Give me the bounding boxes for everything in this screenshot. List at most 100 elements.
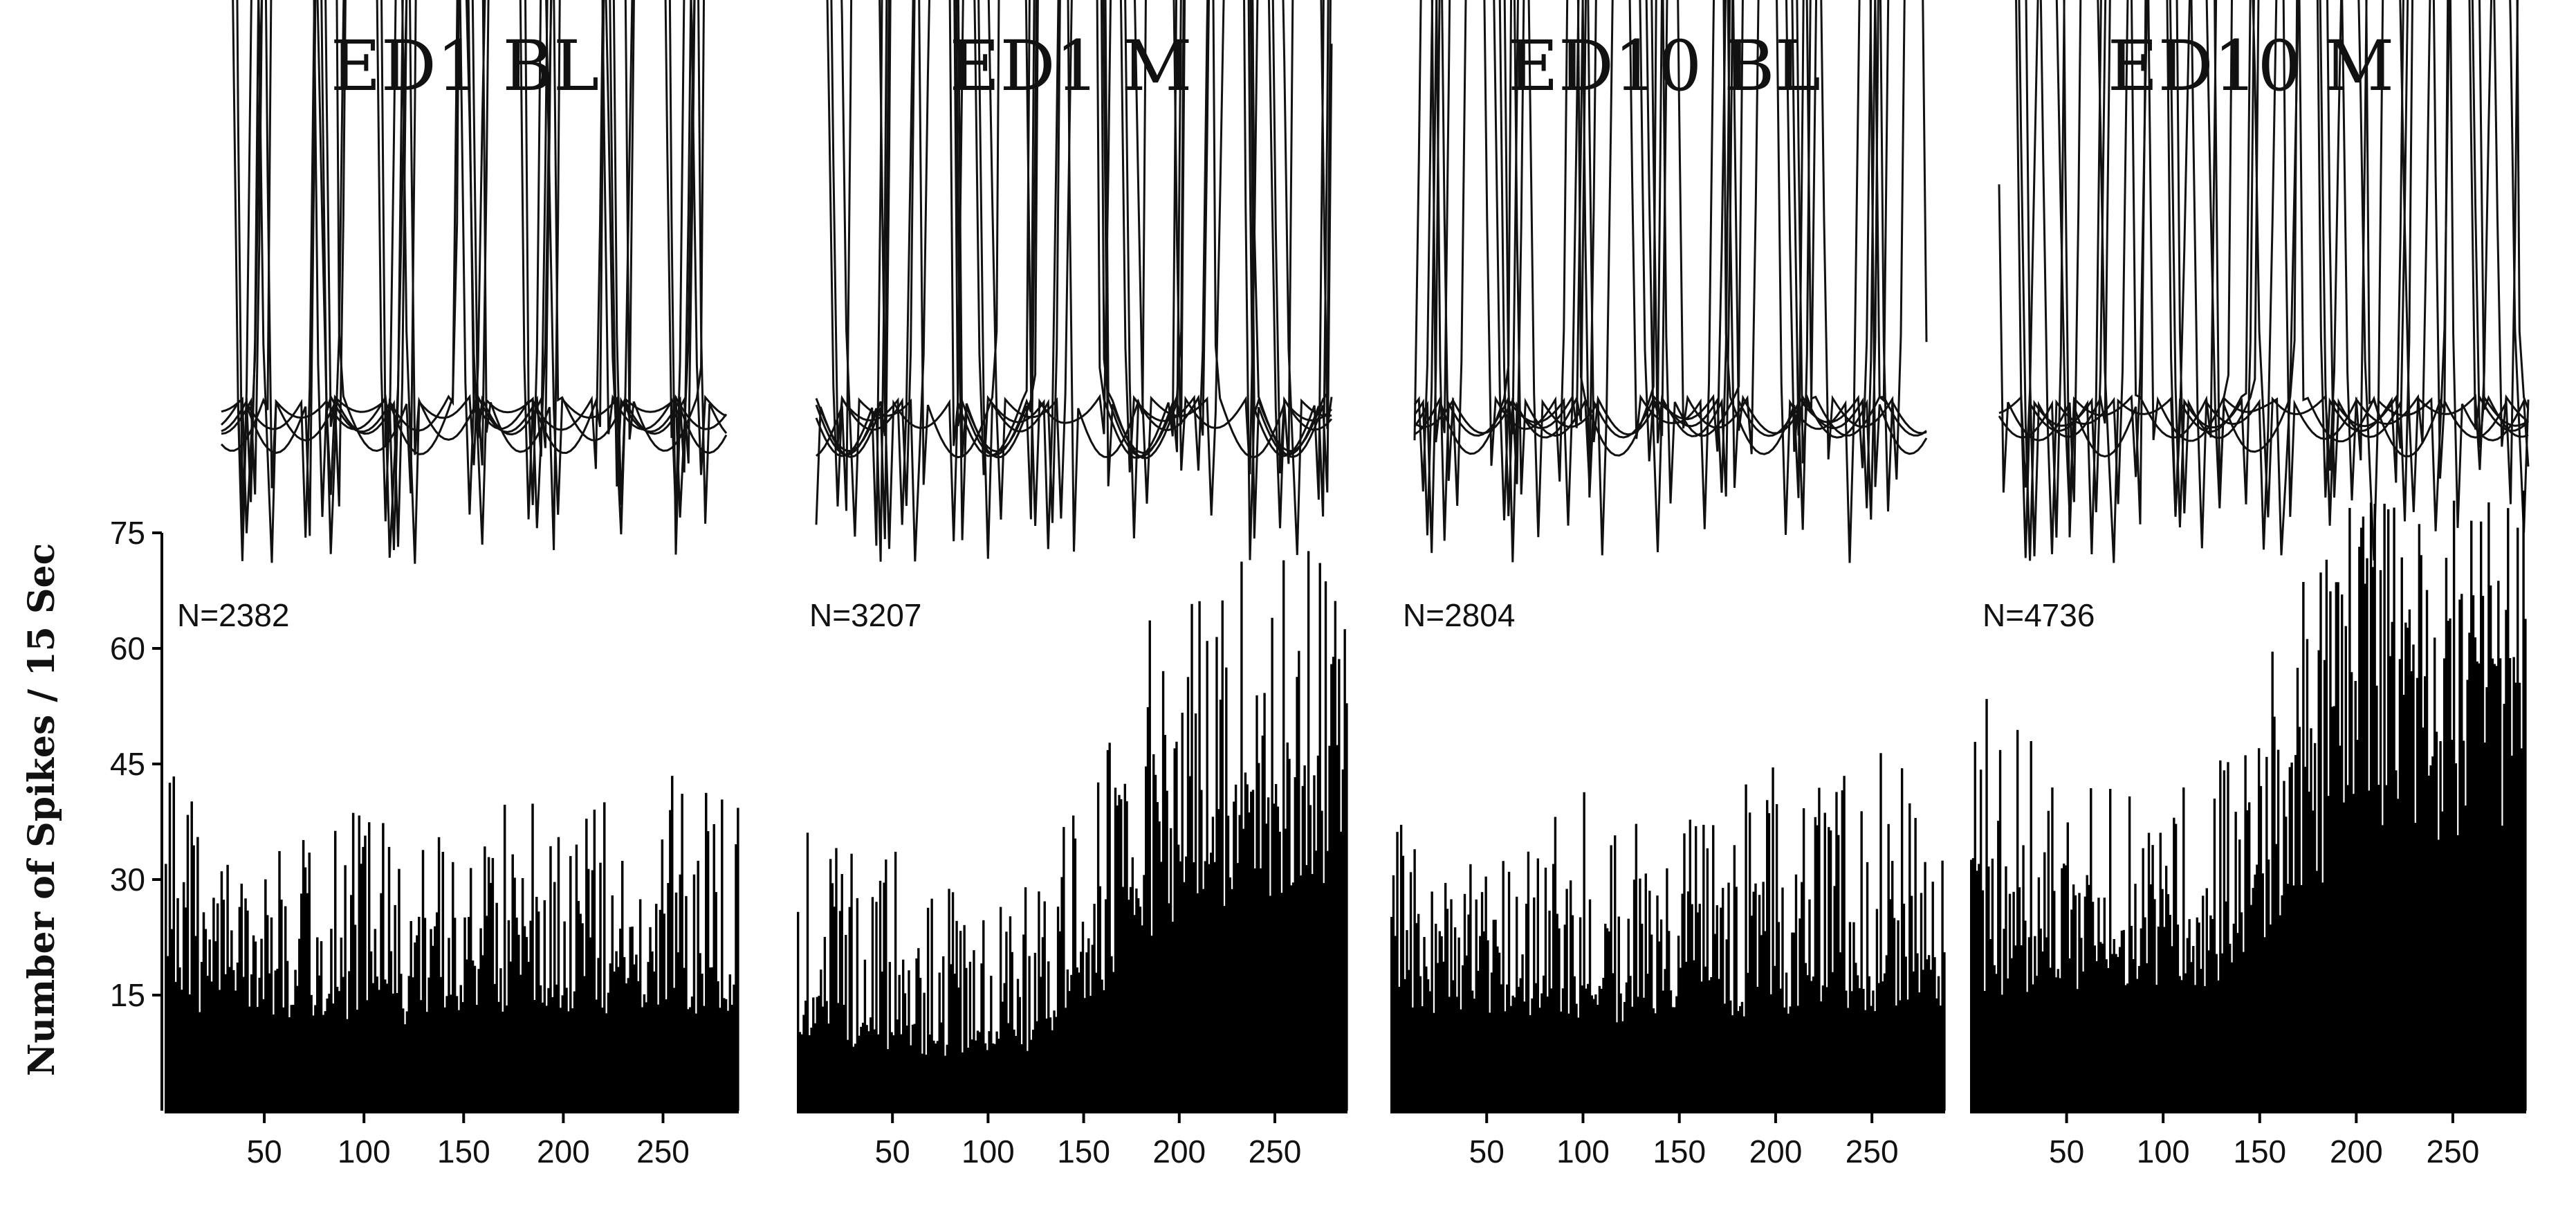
histogram-bar (419, 1000, 423, 1111)
histogram-bar (2350, 672, 2353, 1111)
histogram-bar (886, 1049, 890, 1111)
histogram-bar (1455, 996, 1459, 1111)
histogram-bar (1639, 878, 1641, 1111)
histogram-bar (1979, 770, 1982, 1111)
histogram-bar (1269, 895, 1272, 1111)
histogram-bar (1852, 922, 1855, 1111)
histogram-bar (2313, 743, 2317, 1111)
histogram-bar (2132, 959, 2135, 1111)
histogram-bar (1686, 891, 1690, 1111)
histogram-bar (412, 977, 414, 1111)
histogram-bar (1085, 952, 1088, 1111)
histogram-bar (1517, 987, 1520, 1111)
histogram-bar (2474, 637, 2477, 1111)
histogram-bar (1496, 946, 1499, 1111)
histogram-bar (338, 991, 341, 1111)
histogram-bar (2054, 977, 2058, 1111)
histogram-bar (1226, 815, 1230, 1111)
histogram-bar (1772, 767, 1774, 1111)
histogram-bar (2489, 585, 2492, 1111)
histogram-bar (2458, 599, 2461, 1111)
histogram-bar (1041, 937, 1045, 1111)
histogram-bar (1848, 922, 1852, 1111)
histogram-bar (1473, 999, 1476, 1111)
histogram-bar (724, 999, 728, 1111)
histogram-bar (333, 830, 337, 1111)
histogram-bar (1727, 882, 1730, 1111)
histogram-bar (306, 893, 309, 1111)
histogram-bar (1316, 755, 1320, 1111)
histogram-bar (2153, 899, 2156, 1111)
histogram-bar (1318, 563, 1321, 1111)
histogram-bar (326, 999, 329, 1111)
histogram-bar (671, 776, 674, 1111)
histogram-bar (848, 907, 851, 1111)
histogram-bar (2418, 524, 2421, 1111)
histogram-bar (902, 959, 905, 1111)
histogram-bar (1806, 975, 1809, 1111)
histogram-bar (445, 996, 448, 1111)
histogram-bar (376, 976, 378, 1111)
histogram-bar (479, 928, 482, 1111)
histogram-bar (2439, 741, 2442, 1111)
histogram-bar (190, 801, 193, 1111)
histogram-bar (1154, 774, 1157, 1111)
histogram-bar (1417, 913, 1420, 1111)
histogram-bar (342, 976, 344, 1111)
histogram-bar (935, 1043, 937, 1111)
histogram-bar (919, 978, 922, 1111)
histogram-bar (1276, 806, 1280, 1111)
histogram-bar (1274, 784, 1278, 1111)
histogram-bar (2503, 704, 2505, 1111)
histogram-bar (1554, 817, 1557, 1111)
histogram-bar (1677, 936, 1680, 1111)
histogram-bar (216, 903, 219, 1111)
histogram-bar (1323, 883, 1325, 1111)
histogram-bar (400, 974, 403, 1111)
histogram-bar (674, 892, 678, 1111)
histogram-bar (942, 956, 945, 1111)
histogram-bar (2061, 868, 2063, 1111)
histogram-bar (1694, 826, 1698, 1111)
histogram-bar (2099, 942, 2102, 1111)
histogram-bar (2369, 502, 2373, 1111)
histogram-bar (1762, 882, 1765, 1111)
histogram-bar (1271, 617, 1273, 1111)
histogram-bar (703, 1005, 706, 1111)
histogram-bar (1296, 677, 1298, 1111)
histogram-bar (174, 981, 177, 1111)
histogram-bar (1215, 637, 1218, 1111)
histogram-bar (2219, 760, 2222, 1111)
y-tick-label: 60 (110, 630, 145, 666)
histogram-bar (1475, 899, 1478, 1111)
histogram-bar (1935, 998, 1938, 1111)
histogram-bar (1801, 882, 1803, 1111)
histogram-bar (1696, 912, 1700, 1111)
histogram-bar (539, 985, 542, 1111)
histogram-bar (1246, 784, 1249, 1111)
histogram-bar (679, 874, 682, 1111)
histogram-bar (649, 927, 652, 1111)
histogram-bar (2302, 582, 2305, 1111)
histogram-bar (959, 931, 962, 1111)
histogram-bar (2269, 925, 2272, 1111)
y-axis: 15 30 45 60 75 (110, 515, 163, 1111)
histogram-bar (858, 1035, 861, 1111)
histogram-bar (1158, 821, 1161, 1111)
histogram-bar (1301, 785, 1305, 1111)
histogram-bar (2517, 527, 2519, 1111)
histogram-bar (2039, 928, 2042, 1111)
histogram-bar (214, 941, 217, 1111)
histogram-bar (2510, 756, 2514, 1111)
histogram-bar (439, 976, 443, 1111)
histogram-bar (1096, 782, 1100, 1111)
histogram-bar (1681, 893, 1684, 1111)
histogram-bar (2093, 945, 2097, 1111)
histogram-bar (2451, 740, 2454, 1111)
histogram-bar (218, 990, 221, 1111)
histogram-bar (1242, 828, 1245, 1111)
histogram-bar (1644, 873, 1647, 1111)
histogram-bar (2335, 582, 2338, 1111)
histogram-bar (1083, 998, 1086, 1111)
